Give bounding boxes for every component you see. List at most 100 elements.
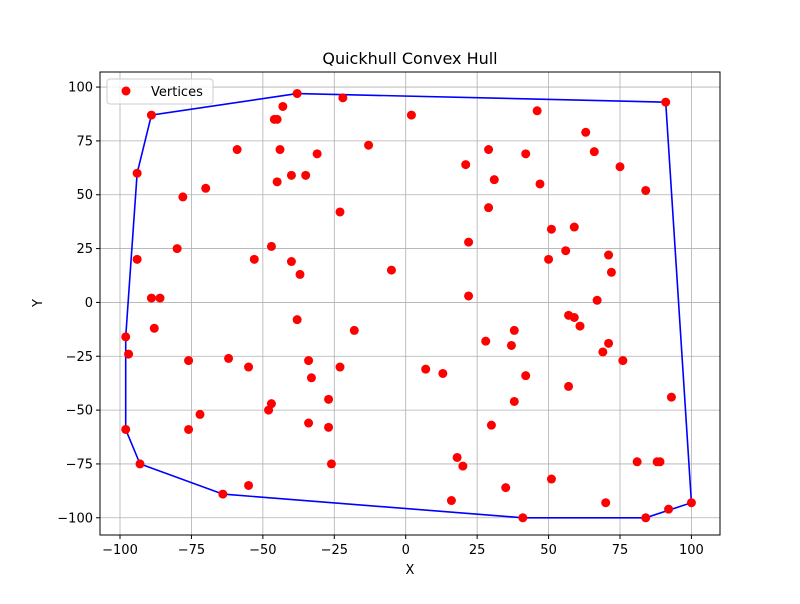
vertex-point xyxy=(655,457,665,467)
vertex-point xyxy=(278,101,288,111)
y-tick-label: 50 xyxy=(76,188,93,203)
x-tick-label: −75 xyxy=(178,543,205,558)
y-axis-label: Y xyxy=(31,299,46,308)
vertex-point xyxy=(304,418,314,428)
vertex-point xyxy=(306,373,316,383)
vertex-point xyxy=(224,353,234,363)
vertex-point xyxy=(324,422,334,432)
vertex-point xyxy=(589,147,599,157)
vertex-point xyxy=(292,89,302,99)
vertex-point xyxy=(172,244,182,254)
vertex-point xyxy=(598,347,608,357)
vertex-point xyxy=(464,291,474,301)
vertex-point xyxy=(489,175,499,185)
vertex-point xyxy=(135,459,145,469)
vertex-point xyxy=(532,106,542,116)
vertex-point xyxy=(275,145,285,155)
vertex-point xyxy=(601,498,611,508)
vertex-point xyxy=(386,265,396,275)
vertex-point xyxy=(132,168,142,178)
vertex-point xyxy=(266,241,276,251)
vertex-point xyxy=(406,110,416,120)
vertex-point xyxy=(304,356,314,366)
plot-frame xyxy=(99,71,721,536)
vertex-point xyxy=(244,362,254,372)
vertex-point xyxy=(264,405,274,415)
vertex-point xyxy=(124,349,134,359)
x-tick-label: 0 xyxy=(402,543,410,558)
vertex-point xyxy=(458,461,468,471)
vertex-point xyxy=(301,170,311,180)
vertex-point xyxy=(686,498,696,508)
vertex-point xyxy=(149,323,159,333)
vertex-point xyxy=(438,368,448,378)
vertex-point xyxy=(641,513,651,523)
vertex-point xyxy=(666,392,676,402)
y-tick-label: 100 xyxy=(68,81,93,96)
vertex-point xyxy=(604,250,614,260)
vertex-point xyxy=(501,483,511,493)
vertex-point xyxy=(121,424,131,434)
vertex-point xyxy=(632,457,642,467)
y-tick-label: −75 xyxy=(66,457,93,472)
vertex-point xyxy=(272,177,282,187)
vertex-point xyxy=(569,312,579,322)
vertex-point xyxy=(335,362,345,372)
x-axis-ticks: −100 −75 −50 −25 0 25 50 75 100 xyxy=(102,535,704,558)
vertex-point xyxy=(364,140,374,150)
vertex-point xyxy=(509,396,519,406)
vertex-point xyxy=(486,420,496,430)
vertex-point xyxy=(561,246,571,256)
y-tick-label: −25 xyxy=(66,350,93,365)
vertex-point xyxy=(132,254,142,264)
y-tick-label: −50 xyxy=(66,404,93,419)
vertex-point xyxy=(218,489,228,499)
vertex-point xyxy=(295,269,305,279)
vertex-point xyxy=(606,267,616,277)
vertex-point xyxy=(324,394,334,404)
x-tick-label: 50 xyxy=(540,543,557,558)
vertex-point xyxy=(338,93,348,103)
vertex-point xyxy=(461,160,471,170)
vertex-point xyxy=(521,371,531,381)
vertex-point xyxy=(484,145,494,155)
chart-title: Quickhull Convex Hull xyxy=(322,49,497,68)
vertex-point xyxy=(521,149,531,159)
vertex-point xyxy=(544,254,554,264)
vertex-point xyxy=(249,254,259,264)
vertex-point xyxy=(546,224,556,234)
x-tick-label: 100 xyxy=(679,543,704,558)
vertex-point xyxy=(604,338,614,348)
x-tick-label: −50 xyxy=(249,543,276,558)
vertex-point xyxy=(146,293,156,303)
legend: Vertices xyxy=(106,78,214,105)
vertex-point xyxy=(564,381,574,391)
vertex-point xyxy=(618,356,628,366)
vertex-point xyxy=(286,170,296,180)
vertex-point xyxy=(452,452,462,462)
hull-line xyxy=(124,92,693,519)
vertex-point xyxy=(518,513,528,523)
legend-marker xyxy=(121,86,131,96)
vertex-point xyxy=(664,504,674,514)
vertex-point xyxy=(592,295,602,305)
y-tick-label: 0 xyxy=(85,296,93,311)
vertex-point xyxy=(184,356,194,366)
vertex-point xyxy=(312,149,322,159)
vertex-point xyxy=(509,325,519,335)
legend-label: Vertices xyxy=(151,85,203,100)
vertex-point xyxy=(146,110,156,120)
vertex-point xyxy=(286,257,296,267)
vertex-point xyxy=(446,496,456,506)
x-tick-label: −25 xyxy=(321,543,348,558)
vertex-point xyxy=(421,364,431,374)
x-axis-label: X xyxy=(406,563,415,578)
vertex-point xyxy=(615,162,625,172)
y-tick-label: −100 xyxy=(57,511,93,526)
y-tick-label: 25 xyxy=(76,242,93,257)
vertex-point xyxy=(641,185,651,195)
vertex-point xyxy=(575,321,585,331)
vertex-point xyxy=(178,192,188,202)
legend-box xyxy=(106,78,214,105)
